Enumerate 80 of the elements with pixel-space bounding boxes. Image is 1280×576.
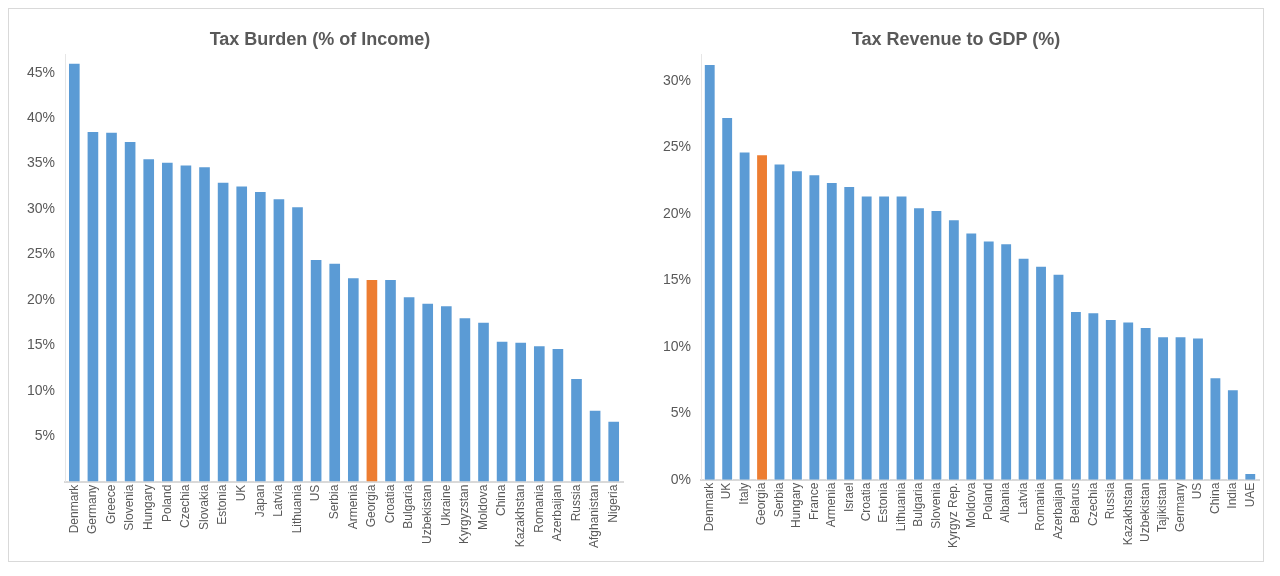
x-tick-label: UAE xyxy=(1242,482,1257,508)
x-tick-label: Kazakhstan xyxy=(1120,482,1135,546)
x-tick-label: Bulgaria xyxy=(911,482,926,527)
y-tick-label: 10% xyxy=(662,337,692,354)
x-tick-label: Azerbaijan xyxy=(1050,482,1065,540)
x-tick-label: Kyrgyzstan xyxy=(457,484,472,544)
x-tick-label: Georgia xyxy=(364,484,379,528)
x-tick-label: US xyxy=(308,484,323,502)
y-tick-label: 15% xyxy=(26,336,56,353)
x-tick-label: Albania xyxy=(998,482,1013,523)
x-tick-label: Bulgaria xyxy=(401,484,416,529)
x-tick-label: Kazakhstan xyxy=(513,484,528,548)
x-tick-label: France xyxy=(806,482,821,520)
y-tick-label: 0% xyxy=(670,470,692,487)
x-tick-label: Lithuania xyxy=(289,484,304,534)
y-tick-label: 40% xyxy=(26,109,56,126)
chart-title: Tax Revenue to GDP (%) xyxy=(851,28,1061,49)
y-tick-label: 15% xyxy=(662,271,692,288)
x-tick-label: Georgia xyxy=(754,482,769,526)
x-tick-label: Czechia xyxy=(1085,482,1100,526)
x-tick-label: Latvia xyxy=(271,484,286,517)
x-tick-label: Estonia xyxy=(876,482,891,523)
x-tick-label: Croatia xyxy=(382,484,397,524)
x-tick-label: UK xyxy=(234,484,249,502)
x-tick-label: Germany xyxy=(85,484,100,534)
x-tick-label: Hungary xyxy=(789,482,804,528)
x-tick-label: Armenia xyxy=(345,484,360,530)
x-tick-label: Israel xyxy=(841,482,856,512)
x-tick-label: Czechia xyxy=(178,484,193,528)
x-tick-label: US xyxy=(1190,482,1205,500)
y-tick-label: 25% xyxy=(662,138,692,155)
x-tick-label: Germany xyxy=(1172,482,1187,532)
x-tick-label: Serbia xyxy=(771,482,786,518)
x-tick-label: Estonia xyxy=(215,484,230,525)
x-tick-label: Denmark xyxy=(66,483,81,534)
x-tick-label: Denmark xyxy=(702,481,717,532)
x-tick-label: Afghanistan xyxy=(587,484,602,549)
x-tick-label: UK xyxy=(719,482,734,500)
y-tick-label: 25% xyxy=(26,245,56,262)
y-tick-label: 30% xyxy=(26,199,56,216)
x-tick-label: Poland xyxy=(159,484,174,522)
x-tick-label: Slovenia xyxy=(928,482,943,529)
y-tick-label: 20% xyxy=(26,290,56,307)
x-tick-label: Japan xyxy=(252,484,267,518)
x-tick-label: Greece xyxy=(103,484,118,524)
x-tick-label: Slovenia xyxy=(122,484,137,531)
x-tick-label: Hungary xyxy=(141,484,156,530)
x-tick-label: China xyxy=(1207,482,1222,514)
x-tick-label: Romania xyxy=(1033,482,1048,531)
x-tick-label: Poland xyxy=(981,482,996,521)
x-tick-label: Nigeria xyxy=(606,484,621,523)
x-tick-label: Romania xyxy=(531,484,546,533)
x-tick-label: Lithuania xyxy=(893,482,908,532)
y-tick-label: 5% xyxy=(670,404,692,421)
y-tick-label: 45% xyxy=(26,63,56,80)
x-tick-label: Moldova xyxy=(475,484,490,530)
x-tick-label: Belarus xyxy=(1068,482,1083,524)
x-tick-label: India xyxy=(1225,482,1240,509)
x-tick-label: Croatia xyxy=(858,482,873,522)
x-tick-label: Uzbekistan xyxy=(1137,482,1152,543)
x-tick-label: Kyrgyz Rep. xyxy=(946,482,961,548)
x-tick-label: Tajikistan xyxy=(1155,482,1170,532)
x-tick-label: Armenia xyxy=(824,482,839,528)
x-tick-label: Russia xyxy=(568,484,583,522)
x-tick-label: Ukraine xyxy=(438,484,453,526)
chart-title: Tax Burden (% of Income) xyxy=(209,28,431,49)
x-tick-label: China xyxy=(494,484,509,516)
y-tick-label: 30% xyxy=(662,72,692,89)
x-tick-label: Latvia xyxy=(1015,482,1030,515)
x-tick-label: Russia xyxy=(1103,482,1118,520)
x-tick-label: Uzbekistan xyxy=(420,484,435,544)
x-tick-label: Moldova xyxy=(963,482,978,528)
y-tick-label: 35% xyxy=(26,154,56,171)
x-tick-label: Azerbaijan xyxy=(550,484,565,542)
x-tick-label: Slovakia xyxy=(196,484,211,530)
y-tick-label: 5% xyxy=(34,427,56,444)
x-tick-label: Serbia xyxy=(327,484,342,520)
x-tick-label: Italy xyxy=(736,482,751,505)
y-tick-label: 20% xyxy=(662,204,692,221)
y-tick-label: 10% xyxy=(26,381,56,398)
